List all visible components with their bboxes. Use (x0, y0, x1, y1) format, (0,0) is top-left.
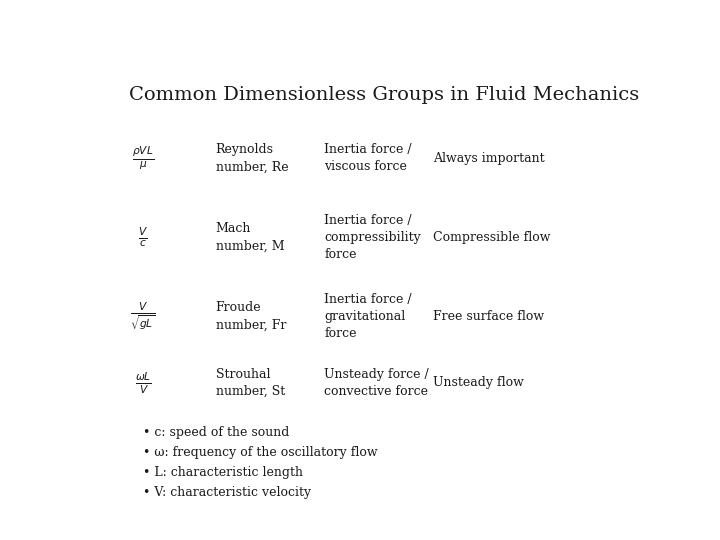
Text: Mach
number, M: Mach number, M (215, 222, 284, 252)
Text: • ω: frequency of the oscillatory flow: • ω: frequency of the oscillatory flow (143, 446, 377, 459)
Text: $\frac{\omega L}{V}$: $\frac{\omega L}{V}$ (135, 370, 151, 396)
Text: Strouhal
number, St: Strouhal number, St (215, 368, 285, 398)
Text: Inertia force /
gravitational
force: Inertia force / gravitational force (324, 293, 412, 340)
Text: Unsteady flow: Unsteady flow (433, 376, 524, 389)
Text: Always important: Always important (433, 152, 545, 165)
Text: Free surface flow: Free surface flow (433, 310, 544, 323)
Text: Compressible flow: Compressible flow (433, 231, 551, 244)
Text: Inertia force /
compressibility
force: Inertia force / compressibility force (324, 214, 421, 261)
Text: • c: speed of the sound: • c: speed of the sound (143, 426, 289, 439)
Text: $\frac{\rho VL}{\mu}$: $\frac{\rho VL}{\mu}$ (132, 145, 154, 172)
Text: Inertia force /
viscous force: Inertia force / viscous force (324, 143, 412, 173)
Text: Reynolds
number, Re: Reynolds number, Re (215, 143, 288, 173)
Text: • L: characteristic length: • L: characteristic length (143, 466, 303, 479)
Text: Common Dimensionless Groups in Fluid Mechanics: Common Dimensionless Groups in Fluid Mec… (129, 85, 639, 104)
Text: Unsteady force /
convective force: Unsteady force / convective force (324, 368, 429, 398)
Text: • V: characteristic velocity: • V: characteristic velocity (143, 486, 311, 499)
Text: $\frac{V}{\sqrt{gL}}$: $\frac{V}{\sqrt{gL}}$ (130, 301, 156, 332)
Text: Froude
number, Fr: Froude number, Fr (215, 301, 286, 332)
Text: $\frac{V}{c}$: $\frac{V}{c}$ (138, 226, 148, 249)
